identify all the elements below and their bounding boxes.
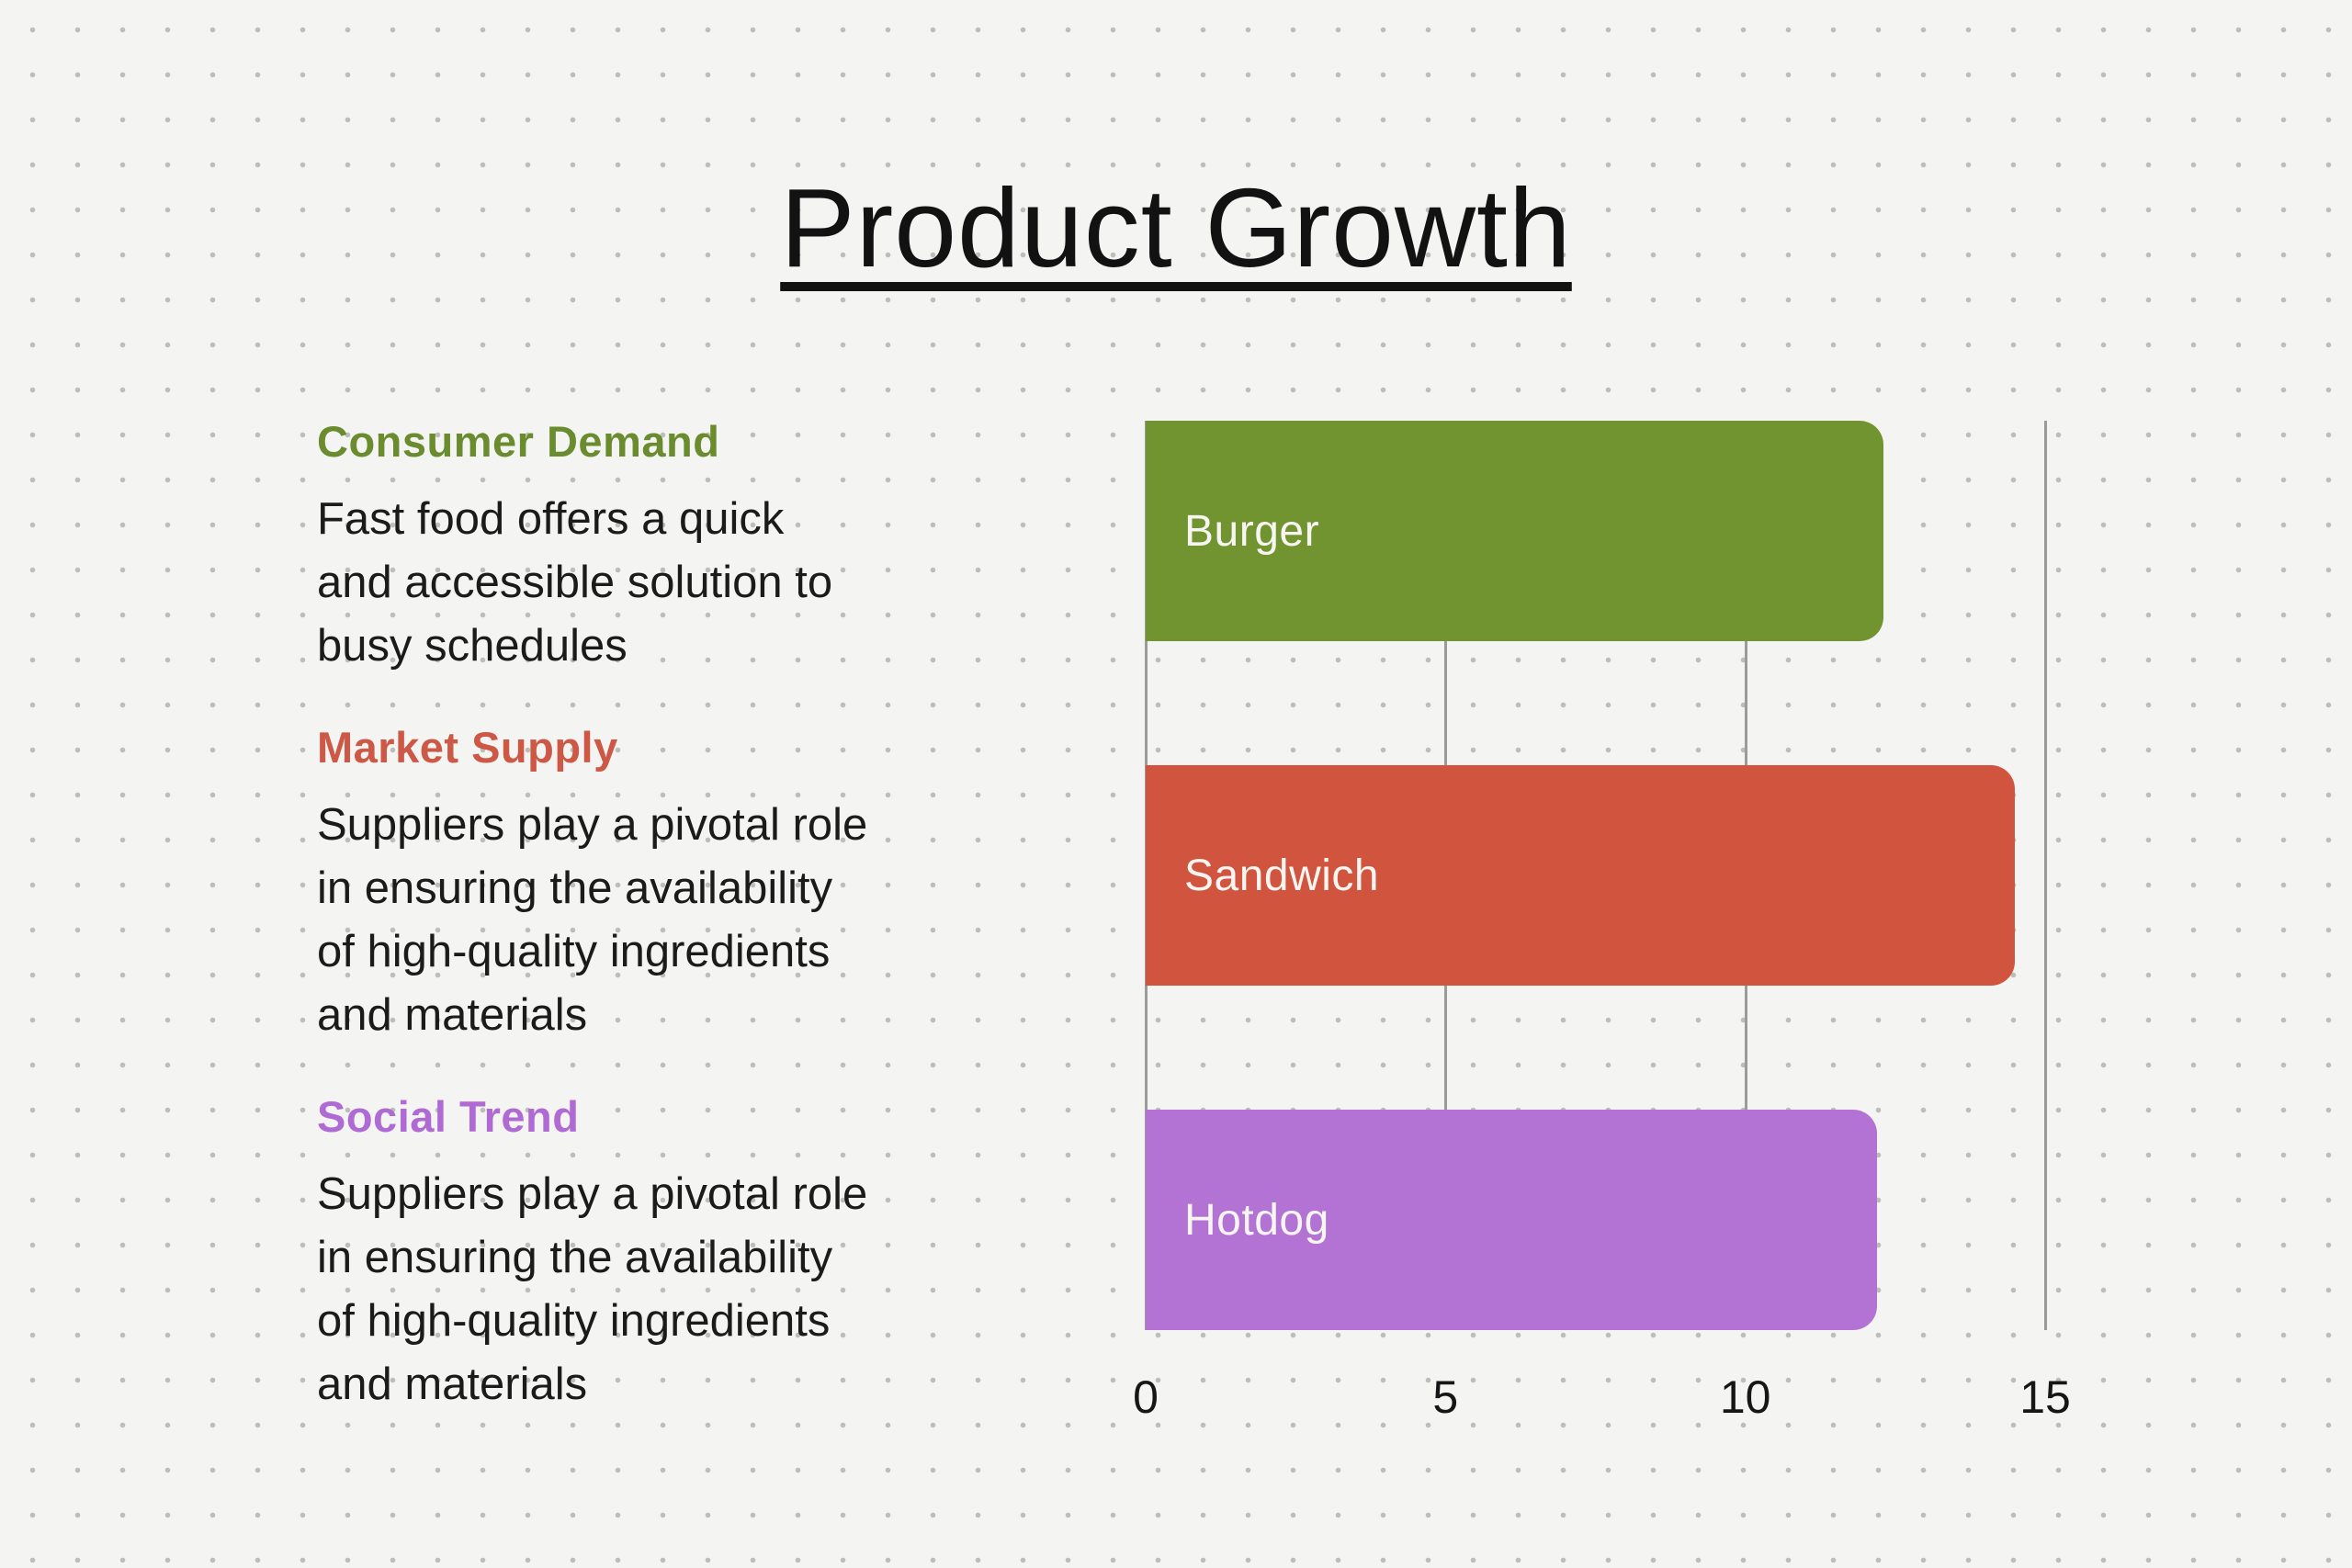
gridline-15 (2044, 421, 2047, 1330)
section-heading-social-trend: Social Trend (317, 1092, 580, 1141)
section-body-social-trend: Suppliers play a pivotal role in ensurin… (317, 1169, 868, 1409)
x-tick-10: 10 (1719, 1371, 1771, 1423)
bar-row-hotdog: Hotdog (1146, 1110, 2045, 1330)
section-body-market-supply: Suppliers play a pivotal role in ensurin… (317, 800, 868, 1040)
title-container: Product Growth (0, 164, 2352, 292)
x-tick-0: 0 (1133, 1371, 1159, 1423)
bar-chart: Burger Sandwich Hotdog (1145, 421, 2047, 1330)
section-consumer-demand: Consumer Demand Fast food offers a quick… (317, 415, 942, 678)
section-market-supply: Market Supply Suppliers play a pivotal r… (317, 721, 942, 1047)
section-heading-market-supply: Market Supply (317, 723, 618, 772)
x-tick-5: 5 (1432, 1371, 1459, 1423)
section-heading-consumer-demand: Consumer Demand (317, 417, 720, 466)
bar-sandwich: Sandwich (1146, 765, 2016, 986)
page-title: Product Growth (780, 165, 1572, 290)
bar-row-burger: Burger (1146, 421, 2045, 641)
section-body-consumer-demand: Fast food offers a quick and accessible … (317, 494, 833, 671)
bar-burger: Burger (1146, 421, 1883, 641)
section-social-trend: Social Trend Suppliers play a pivotal ro… (317, 1090, 942, 1416)
annotation-column: Consumer Demand Fast food offers a quick… (317, 415, 942, 1460)
bar-hotdog: Hotdog (1146, 1110, 1878, 1330)
bar-label-hotdog: Hotdog (1184, 1195, 1329, 1245)
bar-label-sandwich: Sandwich (1184, 851, 1380, 900)
bar-row-sandwich: Sandwich (1146, 765, 2045, 986)
x-tick-15: 15 (2019, 1371, 2071, 1423)
bar-label-burger: Burger (1184, 506, 1320, 556)
x-axis: 0 5 10 15 (1133, 1371, 2071, 1427)
